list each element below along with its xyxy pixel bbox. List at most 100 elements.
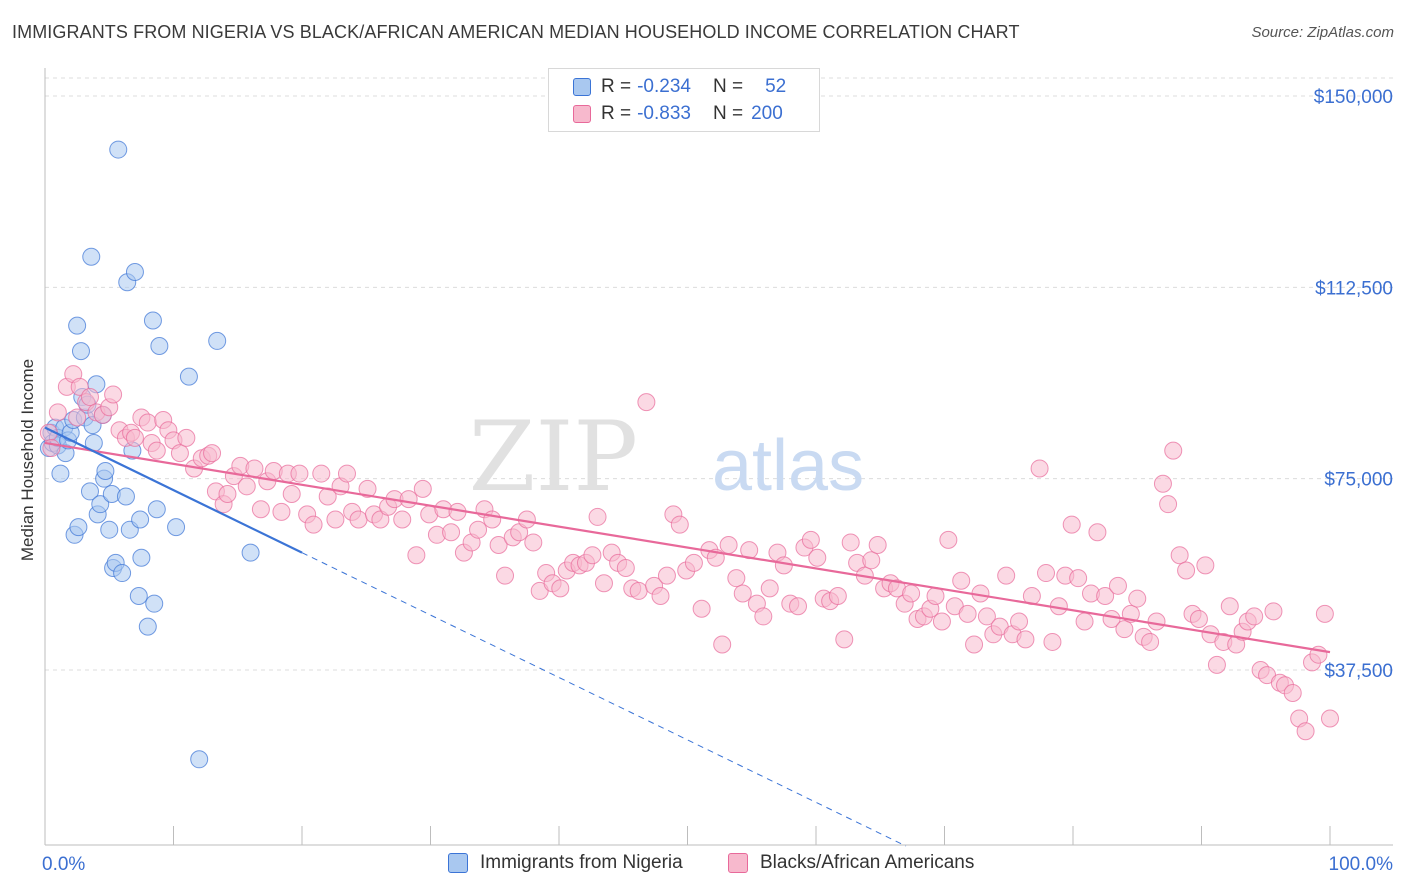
data-point: [48, 403, 67, 422]
data-point: [808, 548, 827, 567]
data-point: [1315, 604, 1334, 623]
r-value: -0.234: [637, 76, 691, 97]
legend-label: Blacks/African Americans: [760, 852, 975, 873]
data-point: [629, 581, 648, 600]
data-point: [145, 594, 164, 613]
data-point: [489, 535, 508, 554]
data-point: [1016, 630, 1035, 649]
data-point: [1283, 683, 1302, 702]
data-point: [1177, 561, 1196, 580]
data-point: [68, 316, 87, 335]
data-point: [131, 510, 150, 529]
data-point: [868, 535, 887, 554]
data-point: [272, 502, 291, 521]
y-tick-label: $75,000: [1324, 470, 1393, 491]
r-value: -0.833: [637, 103, 691, 124]
legend-swatch-blue: [448, 853, 468, 873]
data-point: [862, 551, 881, 570]
data-point: [965, 635, 984, 654]
data-point: [496, 566, 515, 585]
data-point: [1170, 546, 1189, 565]
data-point: [616, 558, 635, 577]
data-point: [1147, 612, 1166, 631]
data-point: [71, 342, 90, 361]
data-point: [326, 510, 345, 529]
data-point: [442, 523, 461, 542]
data-point: [109, 140, 128, 159]
data-point: [245, 459, 264, 478]
data-point: [1108, 576, 1127, 595]
data-point: [727, 569, 746, 588]
data-point: [1043, 632, 1062, 651]
data-point: [129, 587, 148, 606]
data-point: [835, 630, 854, 649]
x-tick-label: 100.0%: [1329, 854, 1394, 875]
data-point: [1264, 602, 1283, 621]
data-point: [349, 510, 368, 529]
trend-line-nigeria-extension: [301, 552, 907, 847]
data-point: [407, 546, 426, 565]
data-point: [132, 548, 151, 567]
data-point: [651, 587, 670, 606]
data-point: [828, 587, 847, 606]
legend-item-black[interactable]: Blacks/African Americans: [728, 852, 974, 874]
data-point: [80, 482, 99, 501]
data-point: [190, 750, 209, 769]
data-point: [143, 311, 162, 330]
data-point: [282, 484, 301, 503]
data-point: [413, 479, 432, 498]
legend-row-nigeria: R = -0.234 N = 52: [573, 75, 786, 99]
data-point: [1141, 632, 1160, 651]
legend-item-nigeria[interactable]: Immigrants from Nigeria: [448, 852, 683, 874]
data-point: [774, 556, 793, 575]
data-point: [551, 579, 570, 598]
y-tick-label: $112,500: [1315, 278, 1393, 299]
data-point: [1159, 495, 1178, 514]
data-point: [637, 393, 656, 412]
data-point: [177, 428, 196, 447]
data-point: [958, 604, 977, 623]
data-point: [167, 518, 186, 537]
data-point: [997, 566, 1016, 585]
data-point: [754, 607, 773, 626]
data-point: [1075, 612, 1094, 631]
n-value: 200: [751, 103, 783, 124]
n-label: N =: [712, 76, 744, 97]
n-value: 52: [765, 76, 787, 97]
data-point: [170, 444, 189, 463]
data-point: [208, 331, 227, 350]
data-point: [713, 635, 732, 654]
data-point: [524, 533, 543, 552]
trend-line-nigeria: [44, 426, 303, 554]
legend-swatch-blue: [573, 78, 591, 96]
source-credit: Source: ZipAtlas.com: [1251, 24, 1394, 41]
data-point: [952, 571, 971, 590]
tick-labels: $150,000 $112,500 $75,000 $37,500 0.0% 100.0%: [42, 87, 1393, 875]
data-point: [68, 408, 87, 427]
x-tick-label: 0.0%: [42, 854, 85, 875]
data-point: [1220, 597, 1239, 616]
data-point: [150, 337, 169, 356]
watermark-atlas: atlas: [712, 426, 864, 506]
data-point: [241, 543, 260, 562]
data-point: [1153, 474, 1172, 493]
data-point: [692, 599, 711, 618]
y-tick-label: $37,500: [1324, 661, 1393, 682]
data-point: [1037, 564, 1056, 583]
data-point: [1030, 459, 1049, 478]
data-point: [51, 464, 70, 483]
y-tick-label: $150,000: [1314, 87, 1393, 108]
trend-line-black: [44, 441, 1331, 654]
data-point: [1115, 620, 1134, 639]
data-point: [237, 477, 256, 496]
data-point: [147, 441, 166, 460]
data-point: [80, 388, 99, 407]
data-point: [125, 428, 144, 447]
trend-lines: [44, 426, 1331, 847]
data-point: [1164, 441, 1183, 460]
data-point: [147, 500, 166, 519]
data-point: [138, 617, 157, 636]
data-point: [203, 444, 222, 463]
data-point: [393, 510, 412, 529]
